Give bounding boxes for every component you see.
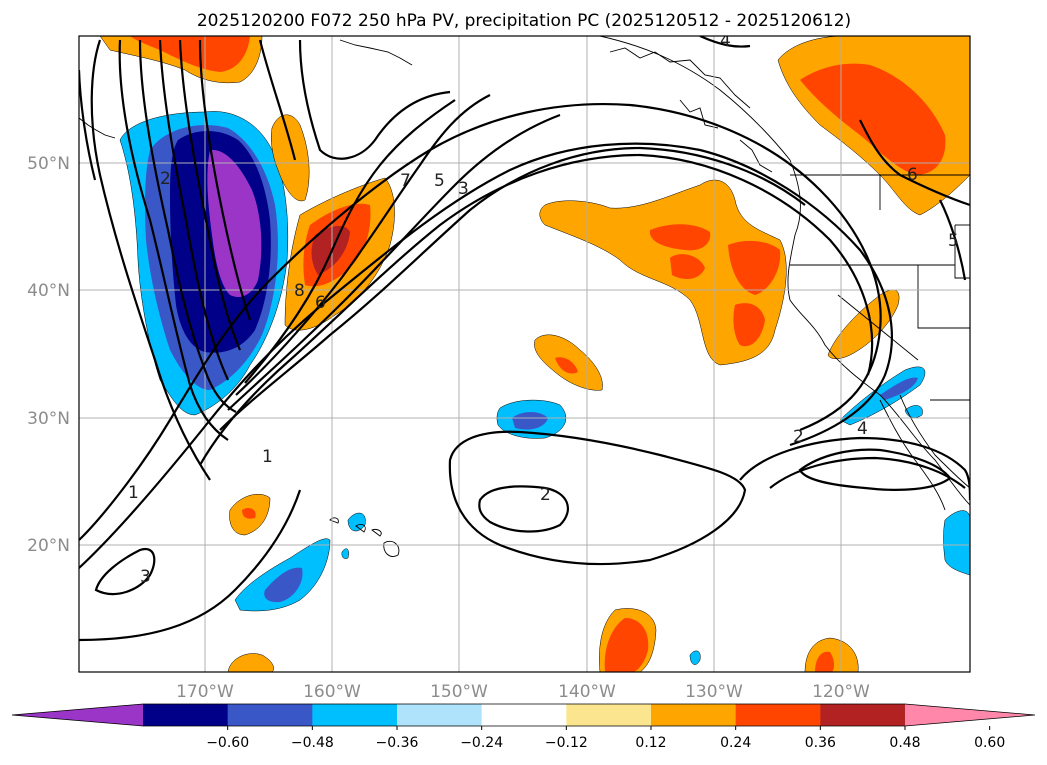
contour-label: 2 [793, 427, 804, 447]
colorbar-outline [11, 703, 1036, 727]
lat-tick: 50°N [27, 154, 70, 174]
contour-label: 5 [948, 231, 959, 251]
colorbar-tick-label: 0.36 [805, 735, 836, 751]
colorbar-swatch [820, 704, 906, 726]
lon-tick: 130°W [685, 682, 743, 702]
colorbar-swatch [143, 704, 229, 726]
lat-tick: 20°N [27, 536, 70, 556]
lon-tick: 120°W [812, 682, 870, 702]
colorbar-tick-label: 0.24 [720, 735, 751, 751]
lon-tick: 150°W [430, 682, 488, 702]
colorbar: −0.60 −0.48 −0.36 −0.24 −0.12 0.12 0.24 0.36 0.4… [11, 703, 1036, 751]
neg-precip-purple [207, 149, 262, 298]
contour-label: 1 [262, 447, 273, 467]
graticule [79, 36, 970, 672]
contour-label: 3 [458, 179, 469, 199]
contour-label: 3 [140, 567, 151, 587]
contour-label: 6 [907, 165, 918, 185]
pos-precip-north [271, 114, 310, 202]
precipitation-shading [99, 36, 970, 672]
colorbar-tick-label: −0.60 [206, 735, 249, 751]
lat-tick: 40°N [27, 281, 70, 301]
colorbar-tick-label: −0.36 [376, 735, 419, 751]
colorbar-swatch [566, 704, 652, 726]
latitude-ticks: 50°N 40°N 30°N 20°N [27, 154, 70, 556]
contour-label: 1 [128, 483, 139, 503]
colorbar-tick-label: −0.24 [460, 735, 503, 751]
contour-label: 7 [400, 171, 411, 191]
lon-tick: 170°W [176, 682, 234, 702]
contour-label: 4 [857, 419, 868, 439]
colorbar-extend-min [12, 704, 143, 726]
lon-tick: 160°W [303, 682, 361, 702]
colorbar-tick-label: −0.48 [291, 735, 334, 751]
contour-label: 2 [160, 169, 171, 189]
colorbar-swatch [397, 704, 483, 726]
colorbar-swatch [735, 704, 821, 726]
map-frame [78, 35, 971, 673]
contour-labels: 4 6 7 5 3 8 6 2 1 1 3 2 2 4 5 [128, 31, 959, 587]
lat-tick: 30°N [27, 409, 70, 429]
colorbar-swatch [481, 704, 567, 726]
colorbar-swatch [312, 704, 398, 726]
pv-contours [79, 36, 970, 642]
colorbar-tick-label: 0.12 [635, 735, 666, 751]
colorbar-extend-max [905, 704, 1035, 726]
contour-label: 2 [540, 485, 551, 505]
pos-precip-160w-core [311, 225, 350, 275]
contour-label: 4 [720, 31, 731, 51]
figure-title: 2025120200 F072 250 hPa PV, precipitatio… [197, 11, 851, 31]
contour-label: 6 [315, 293, 326, 313]
lon-tick: 140°W [558, 682, 616, 702]
colorbar-swatch [651, 704, 737, 726]
colorbar-tick-label: 0.48 [889, 735, 920, 751]
longitude-ticks: 170°W 160°W 150°W 140°W 130°W 120°W [176, 682, 870, 702]
colorbar-tick-label: 0.60 [974, 735, 1005, 751]
contour-label: 5 [434, 171, 445, 191]
pos-precip-central [539, 179, 787, 366]
contour-label: 8 [294, 281, 305, 301]
colorbar-tick-label: −0.12 [545, 735, 588, 751]
colorbar-swatch [227, 704, 313, 726]
